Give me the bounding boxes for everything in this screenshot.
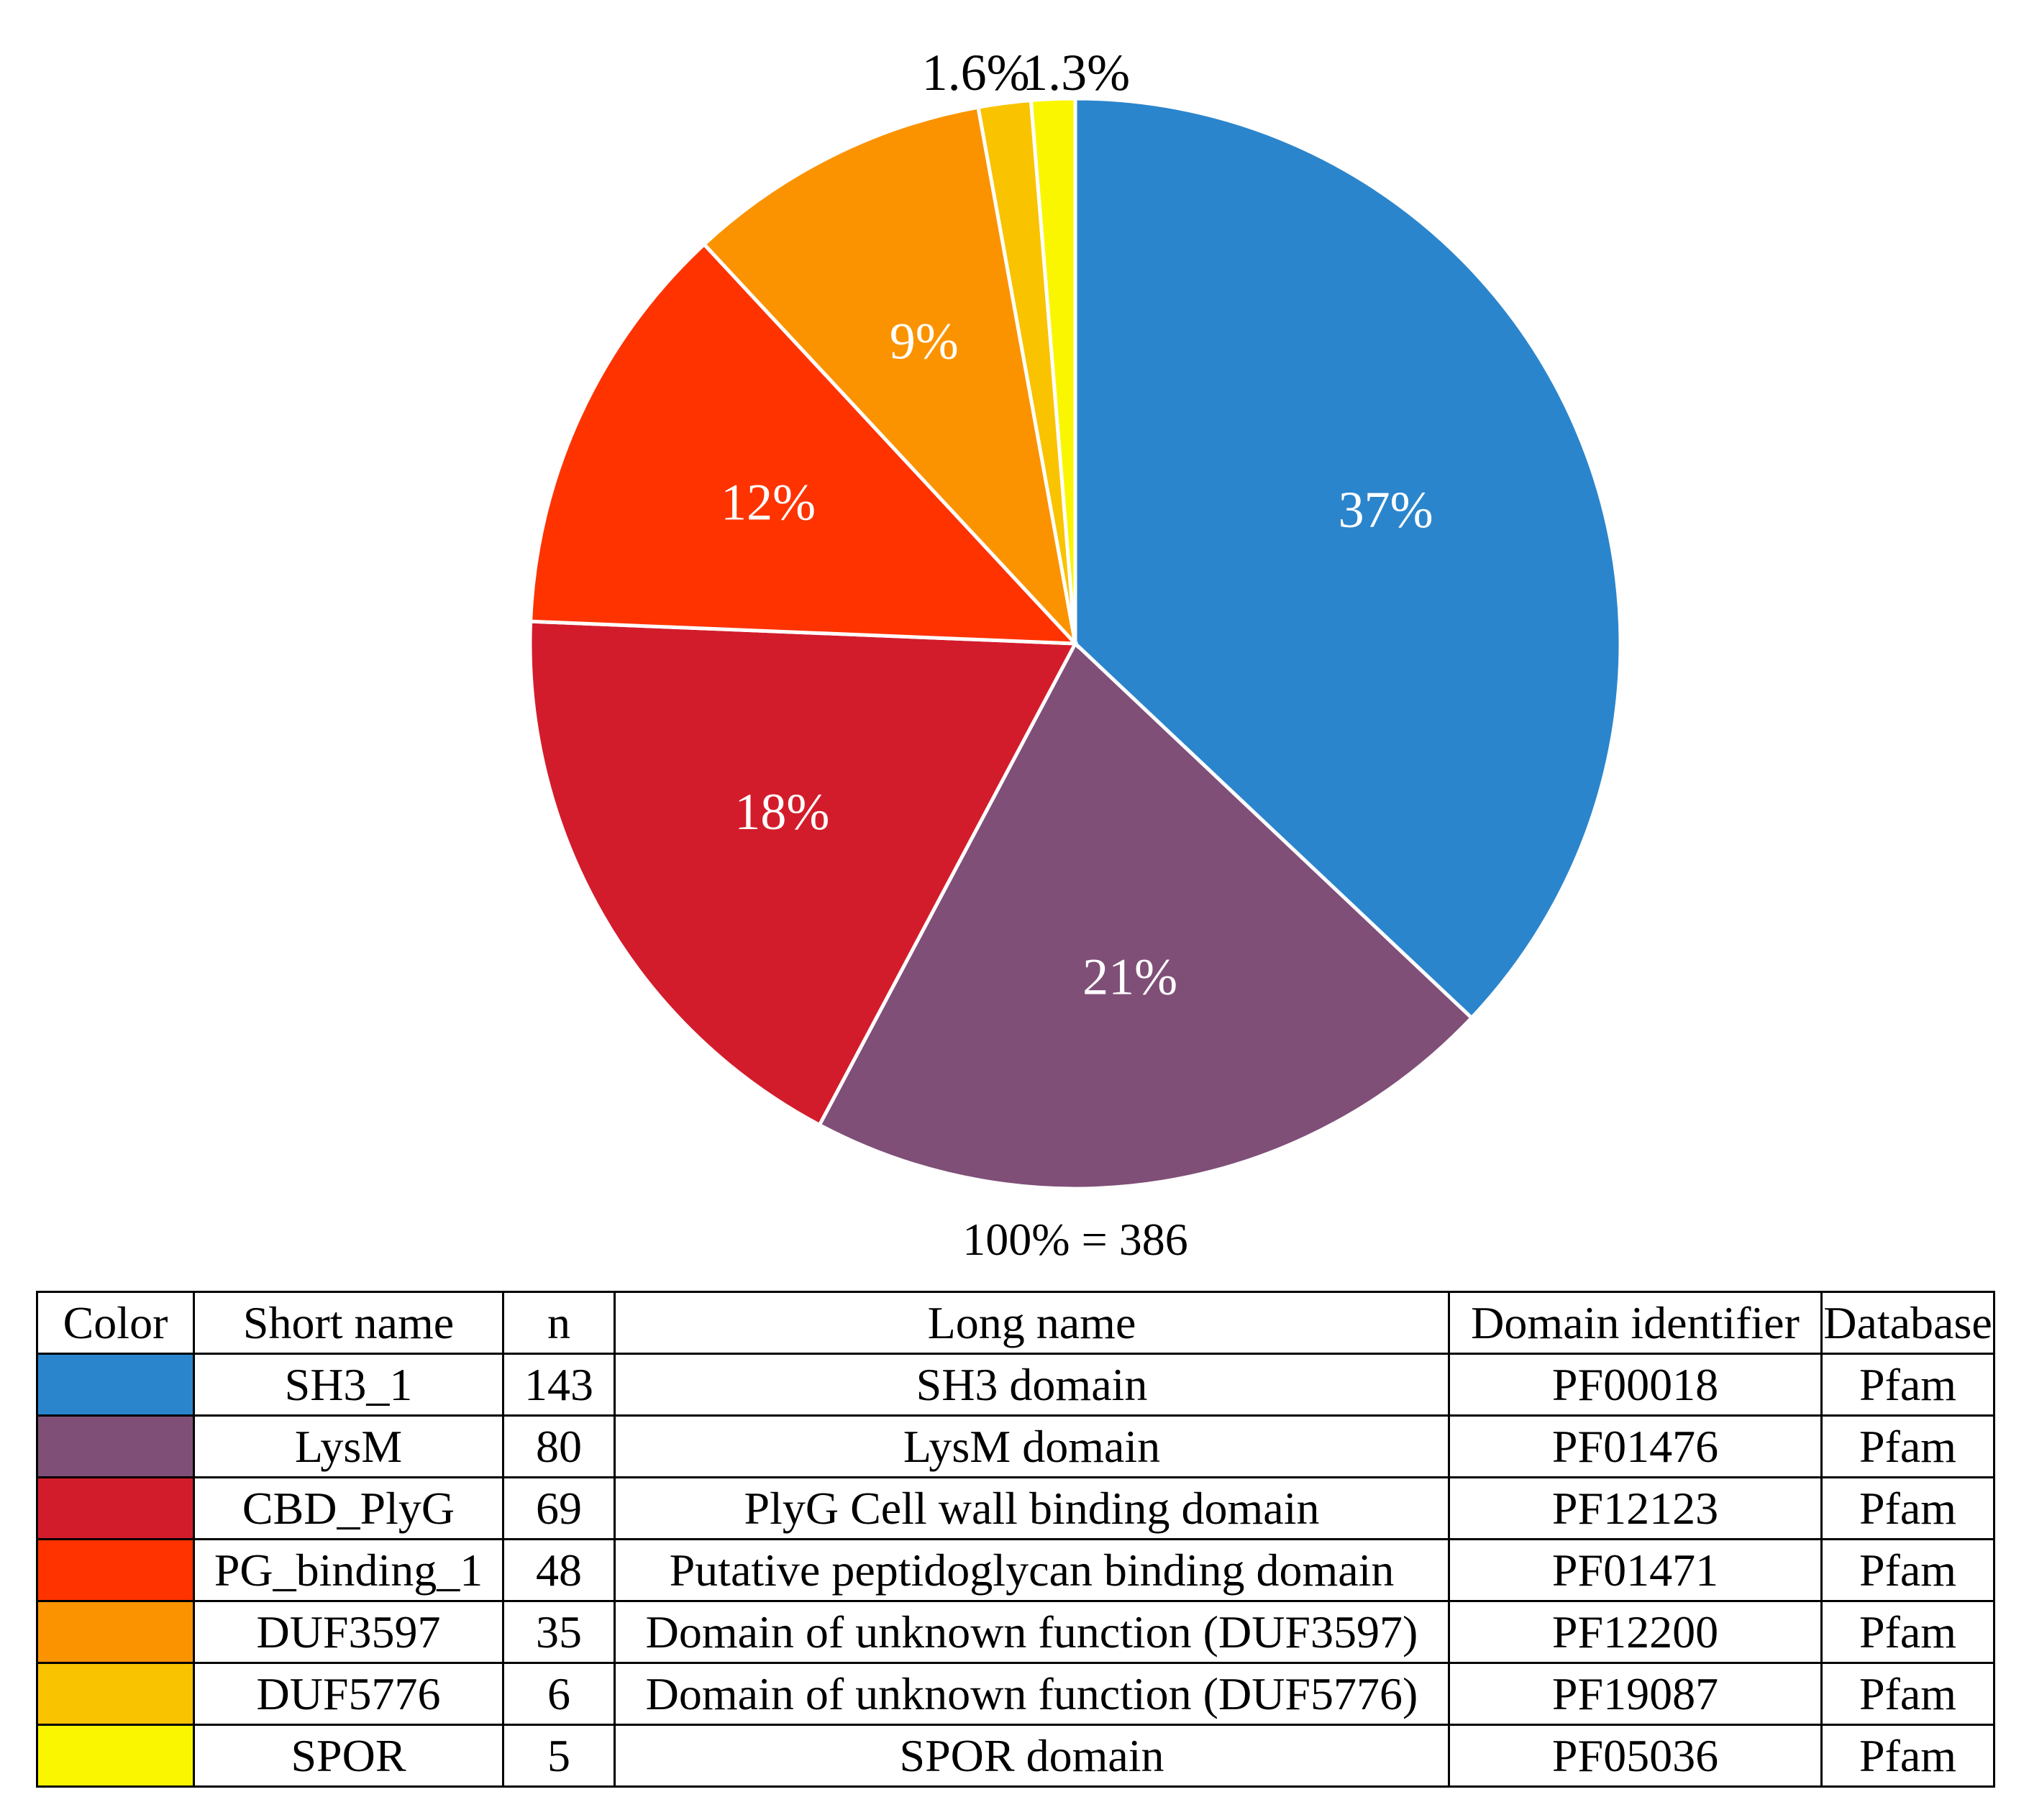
legend-row: DUF5776 6 Domain of unknown function (DUF5…: [36, 1662, 1995, 1726]
n-cell: 35: [502, 1600, 616, 1664]
n-cell: 6: [502, 1662, 616, 1726]
pie-labels: 37% 21% 18% 12% 9% 1.6%1.3%: [721, 44, 1433, 1006]
pie-label-lysm: 21%: [1082, 948, 1177, 1006]
pie-label-duf3597: 9%: [890, 313, 959, 370]
database-cell: Pfam: [1820, 1600, 1995, 1664]
domain-identifier-cell: PF00018: [1448, 1353, 1823, 1417]
pie-slice-lysm: [816, 640, 1474, 1191]
pie-slice-cbd-plyg: [528, 619, 1079, 1128]
header-color: Color: [36, 1291, 195, 1355]
legend-row: CBD_PlyG 69 PlyG Cell wall binding domain P…: [36, 1476, 1995, 1540]
pie-slice-duf3597: [701, 105, 1078, 649]
color-swatch: [36, 1353, 195, 1417]
database-cell: Pfam: [1820, 1538, 1995, 1602]
n-cell: 5: [502, 1724, 616, 1788]
pie-label-duf5776: 1.6%: [922, 44, 1030, 101]
long-name-cell: PlyG Cell wall binding domain: [614, 1476, 1450, 1540]
header-short-name: Short name: [193, 1291, 504, 1355]
total-label: 100% = 386: [962, 1214, 1187, 1265]
short-name-cell: DUF3597: [193, 1600, 504, 1664]
database-cell: Pfam: [1820, 1476, 1995, 1540]
n-cell: 69: [502, 1476, 616, 1540]
color-swatch: [36, 1662, 195, 1726]
domain-identifier-cell: PF05036: [1448, 1724, 1823, 1788]
long-name-cell: Domain of unknown function (DUF5776): [614, 1662, 1450, 1726]
color-swatch: [36, 1476, 195, 1540]
legend-row: LysM 80 LysM domain PF01476 Pfam: [36, 1414, 1995, 1478]
header-n: n: [502, 1291, 616, 1355]
database-cell: Pfam: [1820, 1353, 1995, 1417]
color-swatch: [36, 1414, 195, 1478]
long-name-cell: SPOR domain: [614, 1724, 1450, 1788]
n-cell: 48: [502, 1538, 616, 1602]
short-name-cell: PG_binding_1: [193, 1538, 504, 1602]
n-cell: 80: [502, 1414, 616, 1478]
header-database: Database: [1820, 1291, 1995, 1355]
short-name-cell: CBD_PlyG: [193, 1476, 504, 1540]
n-cell: 143: [502, 1353, 616, 1417]
color-swatch: [36, 1600, 195, 1664]
pie-slice-spor: [1029, 96, 1077, 644]
database-cell: Pfam: [1820, 1414, 1995, 1478]
color-swatch: [36, 1724, 195, 1788]
pie-chart: 37% 21% 18% 12% 9% 1.6%1.3% 100% = 386: [528, 44, 1623, 1265]
domain-identifier-cell: PF01476: [1448, 1414, 1823, 1478]
legend-header-row: Color Short name n Long name Domain iden…: [36, 1291, 1995, 1355]
long-name-cell: SH3 domain: [614, 1353, 1450, 1417]
database-cell: Pfam: [1820, 1662, 1995, 1726]
domain-identifier-cell: PF12123: [1448, 1476, 1823, 1540]
domain-identifier-cell: PF01471: [1448, 1538, 1823, 1602]
domain-identifier-cell: PF12200: [1448, 1600, 1823, 1664]
legend-row: PG_binding_1 48 Putative peptidoglycan bin…: [36, 1538, 1995, 1602]
color-swatch: [36, 1538, 195, 1602]
legend-row: SPOR 5 SPOR domain PF05036 Pfam: [36, 1724, 1995, 1788]
legend-row: DUF3597 35 Domain of unknown function (DUF…: [36, 1600, 1995, 1664]
long-name-cell: Domain of unknown function (DUF3597): [614, 1600, 1450, 1664]
short-name-cell: DUF5776: [193, 1662, 504, 1726]
pie-label-pg-binding-1: 12%: [721, 474, 816, 531]
short-name-cell: SH3_1: [193, 1353, 504, 1417]
pie-label-sh3-1: 37%: [1339, 481, 1433, 539]
pie-slices: [528, 96, 1623, 1191]
pie-slice-sh3-1: [1073, 96, 1623, 1021]
short-name-cell: LysM: [193, 1414, 504, 1478]
legend-table: Color Short name n Long name Domain iden…: [36, 1291, 1995, 1788]
pie-label-cbd-plyg: 18%: [734, 783, 829, 841]
short-name-cell: SPOR: [193, 1724, 504, 1788]
long-name-cell: Putative peptidoglycan binding domain: [614, 1538, 1450, 1602]
pie-label-spor: 1.3%: [1022, 44, 1130, 101]
legend-row: SH3_1 143 SH3 domain PF00018 Pfam: [36, 1353, 1995, 1417]
long-name-cell: LysM domain: [614, 1414, 1450, 1478]
database-cell: Pfam: [1820, 1724, 1995, 1788]
domain-identifier-cell: PF19087: [1448, 1662, 1823, 1726]
header-long-name: Long name: [614, 1291, 1450, 1355]
header-domain-identifier: Domain identifier: [1448, 1291, 1823, 1355]
pie-slice-pg-binding-1: [529, 242, 1080, 646]
